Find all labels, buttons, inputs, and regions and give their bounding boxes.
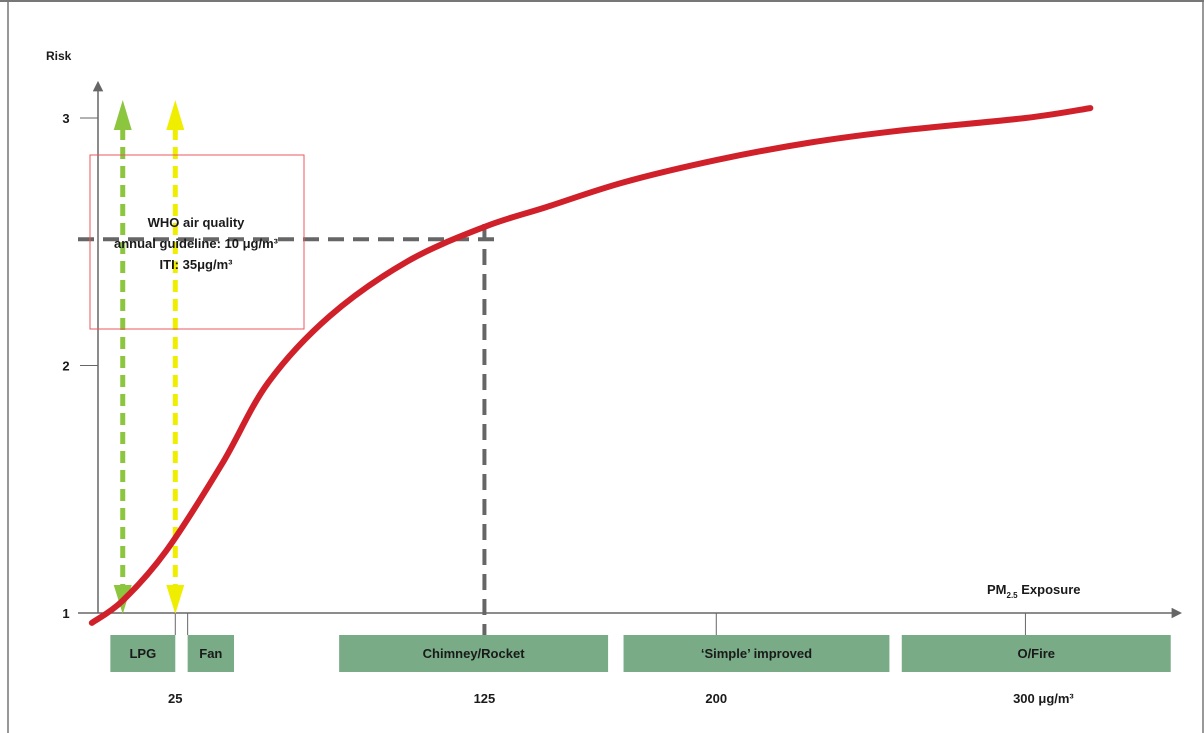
y-tick-label-1: 2 [62,359,69,374]
x-axis-label-prefix: PM [987,582,1007,597]
category-label-3: ‘Simple’ improved [701,646,812,661]
series-layer [88,105,1094,626]
threshold-arrow-bottom-1 [166,585,185,614]
category-label-2: Chimney/Rocket [423,646,526,661]
y-axis-label: Risk [46,49,72,63]
category-box-2 [339,635,609,672]
x-axis-label-subscript: 2.5 [1007,591,1019,600]
y-tick-label-0: 3 [62,111,69,126]
category-box-0 [110,635,176,672]
annotation-text: WHO air quality annual guideline: 10 μg/m… [114,215,279,272]
x-tick-label-2: 200 [705,691,727,706]
annotation-box [89,154,305,330]
annotation-line-1: annual guideline: 10 μg/m³ [114,236,279,251]
category-label-0: LPG [129,646,156,661]
annotation-line-2: ITI: 35μg/m³ [160,257,234,272]
x-axis-label-suffix: Exposure [1018,582,1081,597]
annotation-line-0: WHO air quality [148,215,246,230]
x-axis-label: PM2.5 Exposure [987,582,1080,600]
category-box-1 [187,635,235,672]
threshold-arrow-top-1 [166,100,185,130]
threshold-arrow-top-0 [113,100,132,130]
series-line-0 [88,105,1094,626]
category-box-4 [901,635,1171,672]
x-tick-label-1: 125 [474,691,496,706]
category-label-1: Fan [199,646,222,661]
category-boxes: LPG Fan Chimney/Rocket ‘Simple’ improved O/F… [110,635,1171,672]
x-ticks: 25 125 200 300 μg/m³ [168,613,1074,706]
y-tick-label-2: 1 [62,606,69,621]
x-tick-label-3: 300 μg/m³ [1013,691,1074,706]
category-box-3 [623,635,890,672]
y-ticks: 3 2 1 [62,111,98,621]
category-label-4: O/Fire [1017,646,1055,661]
x-tick-label-0: 25 [168,691,182,706]
reference-lines [78,224,500,635]
